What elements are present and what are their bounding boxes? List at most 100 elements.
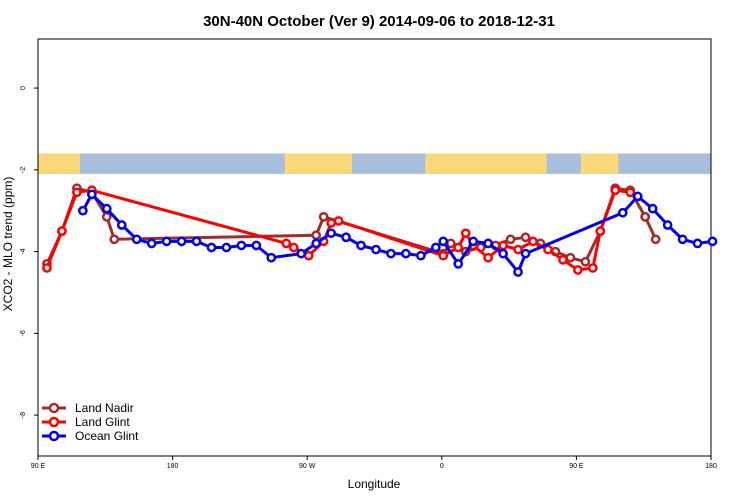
data-point-ocean-glint [221,242,232,253]
data-point-land-nadir [101,211,112,222]
data-point-land-glint [333,216,344,226]
legend-item-land-nadir: Land Nadir [42,401,134,415]
data-point-land-nadir [505,234,516,245]
data-point-ocean-glint [296,248,307,259]
data-point-land-glint [595,226,606,236]
data-point-ocean-glint [116,220,127,230]
data-point-ocean-glint [341,232,351,243]
x-tick-label: 0 [440,463,444,470]
legend-item-ocean-glint: Ocean Glint [42,429,139,443]
y-tick-label: 0 [20,86,27,90]
data-point-land-glint [573,265,583,275]
data-point-land-nadir [311,230,322,241]
data-point-ocean-glint [513,267,523,277]
data-point-land-glint [281,238,292,249]
legend-item-land-glint: Land Glint [42,415,130,429]
data-point-ocean-glint [131,234,142,245]
data-point-land-glint [513,244,523,255]
data-point-ocean-glint [176,236,187,247]
data-point-land-nadir [520,232,531,243]
data-point-ocean-glint [677,234,688,245]
data-point-land-glint [610,185,621,196]
x-tick-label: 180 [167,463,179,470]
data-point-land-nadir [445,238,456,249]
y-tick-label: -4 [20,248,27,254]
data-point-land-glint [460,228,471,239]
series-ocean-glint [78,189,718,277]
series-line-land-glint [45,188,631,272]
data-point-ocean-glint [430,242,441,253]
y-axis-label: XCO2 - MLO trend (ppm) [1,177,15,312]
data-point-ocean-glint [520,248,531,259]
data-point-ocean-glint [647,203,658,214]
data-point-land-glint [625,187,636,198]
data-point-ocean-glint [161,236,172,247]
data-point-ocean-glint [356,240,366,251]
data-point-land-glint [498,240,508,251]
data-point-land-glint [72,187,82,198]
data-point-ocean-glint [371,244,381,255]
legend: Land Nadir Land Glint Ocean Glint [42,401,139,443]
data-point-ocean-glint [146,238,157,249]
data-point-ocean-glint [662,220,673,230]
data-point-ocean-glint [386,248,396,259]
plot-border [37,38,712,457]
data-point-ocean-glint [236,240,247,251]
data-point-land-glint [558,254,568,265]
data-point-land-nadir [565,252,576,263]
data-point-ocean-glint [78,205,88,216]
data-point-land-glint [588,263,598,273]
data-point-land-nadir [650,234,661,245]
data-point-ocean-glint [692,238,703,249]
data-point-land-nadir [580,256,591,267]
x-tick-label: 90 E [569,463,584,470]
data-point-land-glint [438,250,449,261]
data-point-land-nadir [640,211,651,222]
data-point-ocean-glint [311,238,322,249]
legend-marker-ocean-glint [48,430,60,442]
map-land [425,153,547,174]
data-point-land-glint [326,218,336,228]
plot-frame [37,38,712,457]
data-point-ocean-glint [206,242,217,253]
data-point-ocean-glint [86,189,97,200]
data-point-ocean-glint [438,236,449,247]
data-point-ocean-glint [101,203,112,214]
data-point-ocean-glint [707,236,718,247]
data-point-ocean-glint [498,248,508,259]
data-point-land-glint [303,250,314,261]
data-point-land-glint [543,244,553,255]
data-point-land-glint [288,242,299,253]
x-axis-label: Longitude [348,477,401,491]
map-land [580,153,619,174]
data-point-ocean-glint [416,250,426,261]
x-tick-label: 180 [705,463,717,470]
y-tick-label: -6 [20,330,27,336]
data-point-ocean-glint [266,252,277,263]
data-point-ocean-glint [326,228,336,239]
legend-label-ocean-glint: Ocean Glint [75,429,139,443]
data-point-land-nadir [109,234,120,245]
y-tick-label: -8 [20,412,27,418]
map-land [38,153,80,174]
data-point-ocean-glint [453,259,464,269]
series-layer [42,183,718,277]
data-point-land-glint [57,226,67,236]
legend-marker-land-nadir [48,402,60,414]
x-tick-label: 90 E [31,463,46,470]
data-point-land-glint [528,236,538,247]
data-point-ocean-glint [191,236,202,247]
y-tick-label: -2 [20,167,27,173]
x-tick-label: 90 W [299,463,316,470]
chart-title: 30N-40N October (Ver 9) 2014-09-06 to 20… [203,13,555,30]
data-point-ocean-glint [401,248,411,259]
data-point-land-glint [42,263,52,273]
map-land [284,153,353,174]
data-point-land-glint [483,252,494,263]
data-point-ocean-glint [251,240,262,251]
legend-label-land-nadir: Land Nadir [75,401,134,415]
data-point-land-glint [453,242,464,253]
y-axis: 0 -2 -4 -6 -8 [20,86,38,418]
data-point-ocean-glint [483,238,494,249]
